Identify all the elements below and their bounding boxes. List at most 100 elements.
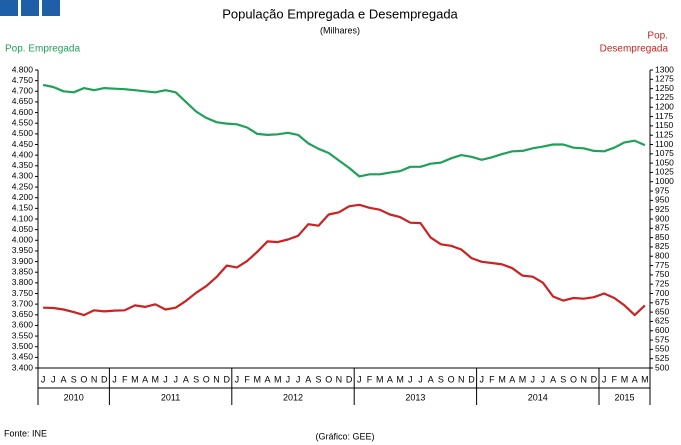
y-tick-label: 3.600: [12, 320, 34, 330]
y2-tick-label: 1250: [655, 83, 674, 93]
y2-tick-label: 1000: [655, 176, 674, 186]
chart-title: População Empregada e Desempregada: [222, 6, 458, 21]
y-tick-label: 3.400: [12, 362, 34, 372]
x-tick-label: N: [458, 374, 465, 384]
logo-square: [21, 0, 39, 16]
x-tick-label: J: [602, 374, 607, 384]
y2-tick-label: 1050: [655, 157, 674, 167]
y2-tick-label: 625: [655, 316, 669, 326]
y2-tick-label: 1225: [655, 92, 674, 102]
x-tick-label: J: [112, 374, 117, 384]
y2-tick-label: 1125: [655, 129, 674, 139]
x-tick-label: J: [530, 374, 535, 384]
y2-tick-label: 1300: [655, 64, 674, 74]
x-tick-label: D: [468, 374, 475, 384]
x-tick-label: D: [223, 374, 230, 384]
y-tick-label: 4.750: [12, 75, 34, 85]
y-tick-label: 4.550: [12, 117, 34, 127]
y2-tick-label: 1200: [655, 102, 674, 112]
y2-tick-label: 1075: [655, 148, 674, 158]
x-tick-label: N: [580, 374, 587, 384]
y2-tick-label: 900: [655, 213, 669, 223]
x-tick-label: S: [315, 374, 321, 384]
logo-square: [0, 0, 18, 16]
x-tick-label: F: [367, 374, 373, 384]
x-tick-label: J: [51, 374, 56, 384]
y-tick-label: 4.400: [12, 149, 34, 159]
x-tick-label: O: [448, 374, 455, 384]
chart-subtitle: (Milhares): [320, 25, 360, 35]
year-label: 2013: [405, 392, 425, 402]
y-tick-label: 3.500: [12, 341, 34, 351]
x-tick-label: A: [509, 374, 515, 384]
y-tick-label: 4.450: [12, 139, 34, 149]
x-tick-label: O: [325, 374, 332, 384]
year-label: 2010: [64, 392, 84, 402]
series-line: [42, 83, 646, 178]
logo-square: [42, 0, 60, 16]
x-tick-label: A: [550, 374, 556, 384]
y2-tick-label: 525: [655, 353, 669, 363]
y2-tick-label: 1175: [655, 111, 674, 121]
year-label: 2012: [283, 392, 303, 402]
x-tick-label: A: [142, 374, 148, 384]
x-tick-label: M: [131, 374, 139, 384]
y2-tick-label: 575: [655, 334, 669, 344]
x-tick-label: F: [244, 374, 250, 384]
y-tick-label: 4.800: [12, 64, 34, 74]
y2-tick-label: 975: [655, 185, 669, 195]
y-tick-label: 3.900: [12, 256, 34, 266]
y-tick-label: 4.500: [12, 128, 34, 138]
x-tick-label: D: [346, 374, 353, 384]
x-tick-label: F: [122, 374, 128, 384]
x-tick-label: M: [498, 374, 506, 384]
x-tick-label: A: [387, 374, 393, 384]
x-tick-label: J: [41, 374, 46, 384]
y2-tick-label: 1025: [655, 167, 674, 177]
y2-tick-label: 1100: [655, 139, 674, 149]
y-tick-label: 3.550: [12, 330, 34, 340]
y2-axis-label: Desempregada: [600, 44, 669, 55]
x-tick-label: S: [193, 374, 199, 384]
x-tick-label: J: [286, 374, 291, 384]
y-tick-label: 3.850: [12, 266, 34, 276]
x-tick-label: A: [305, 374, 311, 384]
y2-tick-label: 925: [655, 204, 669, 214]
y2-tick-label: 1150: [655, 120, 674, 130]
y-tick-label: 4.050: [12, 224, 34, 234]
y2-axis-label: Pop.: [647, 31, 668, 42]
x-tick-label: M: [641, 374, 649, 384]
x-tick-label: A: [60, 374, 66, 384]
x-tick-label: F: [612, 374, 618, 384]
x-tick-label: D: [591, 374, 598, 384]
x-tick-label: A: [264, 374, 270, 384]
x-tick-label: A: [428, 374, 434, 384]
y2-tick-label: 775: [655, 260, 669, 270]
x-tick-label: M: [254, 374, 262, 384]
x-tick-label: J: [296, 374, 301, 384]
credit: (Gráfico: GEE): [315, 431, 374, 441]
y-tick-label: 4.350: [12, 160, 34, 170]
x-tick-label: N: [336, 374, 343, 384]
x-tick-label: J: [541, 374, 546, 384]
x-tick-label: O: [80, 374, 87, 384]
y2-tick-label: 650: [655, 306, 669, 316]
x-tick-label: M: [152, 374, 160, 384]
y-tick-label: 4.700: [12, 86, 34, 96]
y2-tick-label: 875: [655, 223, 669, 233]
x-tick-label: J: [173, 374, 178, 384]
x-tick-label: J: [357, 374, 362, 384]
y-tick-label: 4.650: [12, 96, 34, 106]
x-tick-label: O: [570, 374, 577, 384]
y2-tick-label: 825: [655, 241, 669, 251]
y-tick-label: 4.600: [12, 107, 34, 117]
x-tick-label: J: [418, 374, 423, 384]
x-tick-label: A: [632, 374, 638, 384]
x-tick-label: J: [163, 374, 168, 384]
x-tick-label: F: [489, 374, 495, 384]
y2-tick-label: 500: [655, 362, 669, 372]
y-tick-label: 4.250: [12, 181, 34, 191]
source: Fonte: INE: [4, 428, 47, 438]
y2-tick-label: 750: [655, 269, 669, 279]
